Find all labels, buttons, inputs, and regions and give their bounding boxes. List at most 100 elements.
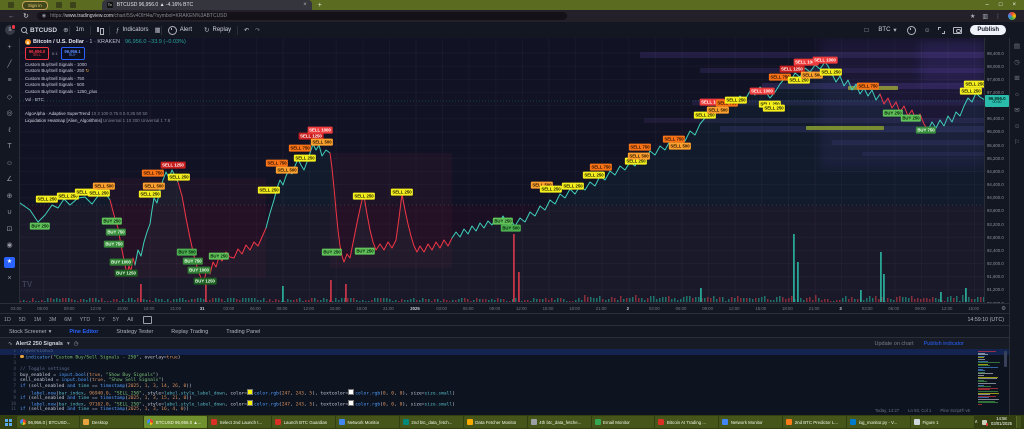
taskbar-item[interactable]: Bitcoin AI Trading ... bbox=[655, 416, 719, 428]
tray-clock[interactable]: 14:58 03/01/2025 bbox=[991, 416, 1012, 426]
emoji-icon[interactable]: ☺ bbox=[5, 159, 14, 167]
legend-indicator-row[interactable]: Custom Buy/Sell Signals - 500 bbox=[25, 82, 186, 87]
measure-icon[interactable]: ∠ bbox=[6, 176, 13, 183]
range-button[interactable]: 5D bbox=[18, 317, 26, 323]
range-button[interactable]: 1Y bbox=[98, 317, 105, 323]
menu-kebab-icon[interactable]: ⋮ bbox=[995, 13, 1001, 20]
trash-icon[interactable]: × bbox=[7, 275, 12, 282]
eye-icon[interactable]: ◉ bbox=[6, 242, 13, 249]
axis-settings-gear-icon[interactable]: ⚙ bbox=[1001, 305, 1006, 312]
chart-style-button[interactable] bbox=[91, 22, 109, 38]
market-clock-icon[interactable] bbox=[906, 25, 916, 35]
signin-button[interactable]: Sign in bbox=[22, 0, 48, 10]
crosshair-icon[interactable]: + bbox=[7, 44, 12, 51]
screenshot-camera-icon[interactable] bbox=[953, 26, 963, 35]
taskbar-item[interactable]: Email Monitor bbox=[591, 416, 655, 428]
taskbar-item[interactable]: BTCUSD 96,956.0 ▲... bbox=[144, 416, 208, 428]
alert-button[interactable]: Alert bbox=[162, 22, 198, 38]
taskbar-item[interactable]: log_monitor.py - V... bbox=[847, 416, 910, 428]
legend-indicator-row[interactable]: Custom Buy/Sell Signals - 1000 bbox=[25, 62, 186, 67]
tab-close-icon[interactable]: × bbox=[303, 2, 307, 8]
symbol-legend-row[interactable]: B Bitcoin / U.S. Dollar · 1 · KRAKEN 96,… bbox=[25, 39, 186, 45]
script-history-icon[interactable]: ◷ bbox=[73, 341, 79, 347]
url-field[interactable]: ◉ https://www.tradingview.com/chart/5Sv4… bbox=[36, 12, 567, 20]
layout-icon[interactable]: □ bbox=[864, 26, 869, 34]
emoji-smiley-icon[interactable]: ☺ bbox=[923, 26, 931, 34]
replay-button[interactable]: ↻ Replay bbox=[204, 27, 232, 34]
pinned-icon-2[interactable] bbox=[69, 2, 76, 8]
profile-avatar[interactable] bbox=[1008, 12, 1016, 20]
ideas-icon[interactable]: ☼ bbox=[1014, 91, 1020, 98]
range-button[interactable]: 6M bbox=[64, 317, 72, 323]
refresh-icon[interactable]: ↻ bbox=[23, 13, 29, 20]
tab-trading-panel[interactable]: Trading Panel bbox=[217, 329, 269, 335]
lock-icon[interactable]: ⊡ bbox=[6, 225, 13, 233]
interval-button[interactable]: 1m bbox=[75, 27, 84, 33]
buy-button[interactable]: 96,956.1 BUY bbox=[60, 47, 85, 60]
brush-icon[interactable]: ℓ bbox=[8, 126, 11, 134]
new-tab-button[interactable]: + bbox=[317, 1, 322, 9]
back-icon[interactable]: ← bbox=[8, 12, 15, 20]
active-tool-icon[interactable]: ★ bbox=[4, 256, 15, 268]
minimize-button[interactable]: – bbox=[985, 2, 989, 8]
taskbar-item[interactable]: Figure 1 bbox=[910, 416, 974, 428]
data-window-icon[interactable]: ⊞ bbox=[1014, 75, 1020, 82]
watchlist-icon[interactable]: ▤ bbox=[1013, 43, 1021, 50]
time-axis[interactable]: 03:00 06:00 09:00 12:00 15:00 18:00 21:00 31 03:… bbox=[0, 303, 1010, 314]
pine-code-editor[interactable]: 1 //@version=5 2 indicator("Custom Buy/Sell… bbox=[0, 349, 1010, 415]
fib-retracement-icon[interactable]: ≡ bbox=[7, 77, 12, 84]
editor-scrollbar[interactable] bbox=[1004, 351, 1007, 367]
tab-strategy-tester[interactable]: Strategy Tester bbox=[107, 329, 162, 335]
notifications-icon[interactable]: ⚐ bbox=[1014, 139, 1020, 146]
script-name[interactable]: Alert2 250 Signals bbox=[15, 341, 63, 347]
community-icon[interactable]: ☺ bbox=[1013, 123, 1021, 130]
range-button[interactable]: 1D bbox=[4, 317, 11, 323]
magnet-icon[interactable]: ∪ bbox=[6, 209, 13, 216]
sell-button[interactable]: 96,956.0 SELL bbox=[25, 47, 49, 60]
taskbar-item[interactable]: Network Monitor bbox=[335, 416, 399, 428]
legend-indicator-row[interactable]: Custom Buy/Sell Signals - 250 ↻ bbox=[25, 68, 186, 74]
bookmark-star-icon[interactable]: ★ bbox=[969, 13, 976, 20]
trendline-icon[interactable]: ╱ bbox=[7, 60, 12, 68]
taskbar-item[interactable]: 2nd BTC Predictor L... bbox=[783, 416, 847, 428]
tab-replay-trading[interactable]: Replay Trading bbox=[162, 329, 217, 335]
publish-button[interactable]: Publish bbox=[970, 25, 1006, 35]
taskbar-item[interactable]: Network Monitor bbox=[719, 416, 783, 428]
show-desktop-button[interactable] bbox=[1016, 416, 1021, 428]
fullscreen-icon[interactable] bbox=[938, 26, 946, 34]
tab-stock-screener[interactable]: Stock Screener ▾ bbox=[0, 329, 60, 335]
prediction-icon[interactable]: ◎ bbox=[6, 110, 13, 117]
price-axis[interactable]: 98,400.098,000.097,600.097,200.096,800.0… bbox=[984, 38, 1010, 306]
taskbar-item[interactable]: Desktop bbox=[80, 416, 144, 428]
range-button[interactable]: 5Y bbox=[112, 317, 120, 323]
taskbar-item[interactable]: 96,956.0 | BTCUSD... bbox=[16, 416, 80, 428]
calendar-icon[interactable] bbox=[143, 316, 153, 324]
taskbar-item[interactable]: 2nd btc_data_fetch... bbox=[399, 416, 463, 428]
undo-button[interactable]: ↶ bbox=[244, 27, 250, 34]
alerts-clock-icon[interactable]: ◷ bbox=[1014, 59, 1020, 66]
currency-toggle[interactable]: BTC ▾ bbox=[878, 27, 897, 34]
taskbar-item[interactable]: Data Fetcher Monitor bbox=[463, 416, 527, 428]
zoom-icon[interactable]: ⊕ bbox=[6, 192, 13, 200]
indicator-templates-icon[interactable]: ▦ bbox=[154, 27, 161, 34]
update-on-chart-link[interactable]: Update on chart bbox=[874, 341, 914, 347]
redo-button[interactable]: ↷ bbox=[255, 27, 261, 34]
code-minimap[interactable] bbox=[978, 351, 1002, 407]
browser-apps-icon[interactable] bbox=[8, 2, 14, 8]
legend-algo-row[interactable]: AlgoAlpha · Adaptive SuperTrend 10 3 100… bbox=[25, 111, 186, 116]
range-button[interactable]: All bbox=[127, 317, 134, 323]
pattern-icon[interactable]: ◇ bbox=[6, 93, 13, 101]
tv-user-menu[interactable]: ≡ bbox=[5, 24, 16, 35]
legend-indicator-row[interactable]: Custom Buy/Sell Signals - 750 bbox=[25, 76, 186, 81]
tray-app-icon[interactable] bbox=[982, 419, 989, 426]
range-button[interactable]: YTD bbox=[79, 317, 91, 323]
start-button[interactable] bbox=[0, 415, 16, 429]
tray-chevron-icon[interactable]: ∧ bbox=[974, 419, 979, 425]
side-panel-icon[interactable]: ▥ bbox=[982, 13, 988, 20]
legend-liquidation-row[interactable]: Liquidation Heatmap [Alien_Algorithms] U… bbox=[25, 118, 186, 123]
range-button[interactable]: 3M bbox=[48, 317, 57, 323]
compare-icon[interactable]: ⊕ bbox=[63, 27, 69, 34]
taskbar-item[interactable]: Select 2nd Launch t... bbox=[208, 416, 272, 428]
legend-indicator-row[interactable]: Custom Buy/Sell Signals - 1250_plus bbox=[25, 89, 186, 94]
pinned-icon-1[interactable] bbox=[55, 2, 62, 8]
